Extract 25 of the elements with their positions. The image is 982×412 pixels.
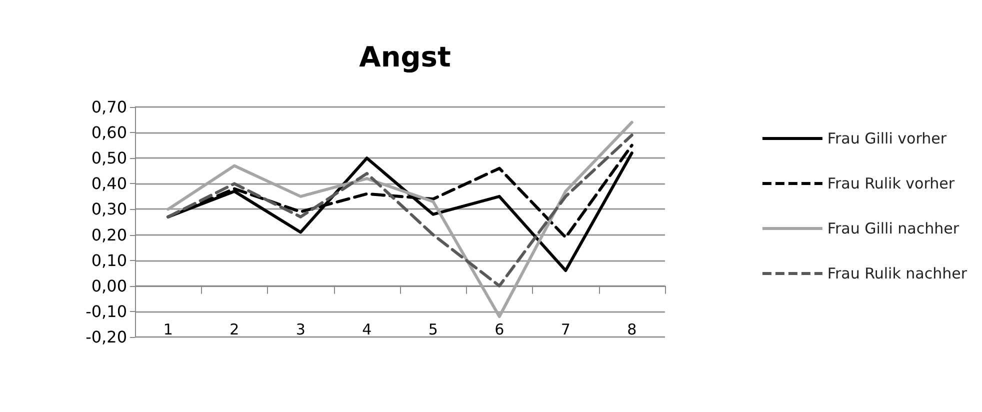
y-tick-label: 0,40 <box>91 174 127 194</box>
y-tick-label: -0,10 <box>86 302 127 321</box>
legend-label: Frau Gilli nachher <box>827 220 960 238</box>
x-tick-label: 5 <box>428 320 438 338</box>
x-tick-label: 6 <box>494 320 504 338</box>
chart-title: Angst <box>359 40 451 74</box>
line-series <box>166 120 634 318</box>
x-tick-label: 1 <box>163 320 173 338</box>
y-tick-label: -0,20 <box>86 328 127 346</box>
x-tick-label: 8 <box>627 320 637 338</box>
legend-label: Frau Gilli vorher <box>827 130 948 148</box>
x-tick-label: 3 <box>296 320 306 338</box>
legend-label: Frau Rulik vorher <box>827 174 956 192</box>
line-series <box>166 134 634 288</box>
y-tick-label: 0,70 <box>91 98 127 116</box>
y-tick-label: 0,60 <box>91 123 127 142</box>
x-tick-label: 7 <box>560 320 570 338</box>
x-tick-label: 2 <box>230 320 240 338</box>
y-tick-label: 0,20 <box>91 225 127 244</box>
y-tick-label: 0,30 <box>91 200 127 219</box>
y-tick-label: 0,50 <box>91 148 127 168</box>
y-tick-label: 0,10 <box>91 250 127 270</box>
y-tick-label: 0,00 <box>91 276 127 296</box>
legend-label: Frau Rulik nachher <box>827 264 968 282</box>
x-tick-label: 4 <box>362 320 372 338</box>
